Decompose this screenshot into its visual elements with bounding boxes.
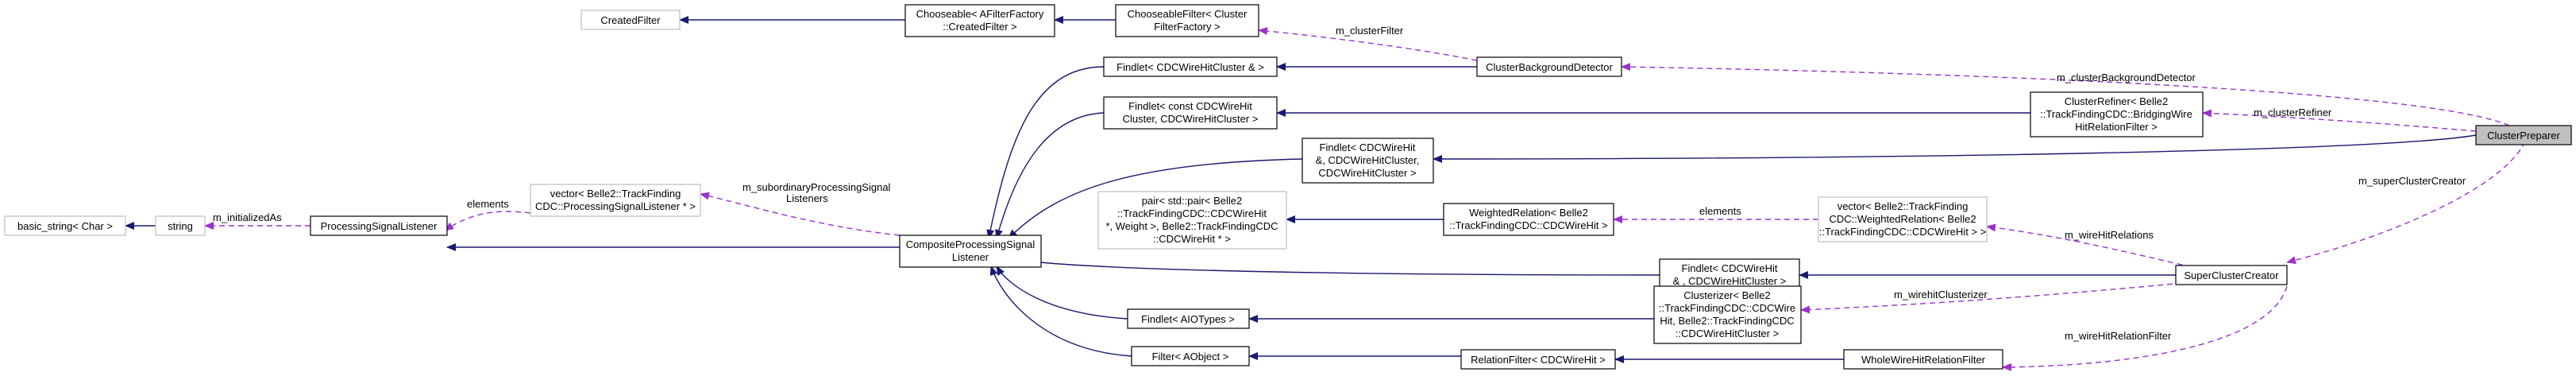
node-findlet-wirehitcluster[interactable]: Findlet< CDCWireHitCluster & > <box>1103 56 1278 77</box>
node-clusterrefiner[interactable]: ClusterRefiner< Belle2 ::TrackFindingCDC… <box>2030 91 2204 138</box>
svg-text:pair< std::pair< Belle2: pair< std::pair< Belle2 <box>1142 195 1242 207</box>
svg-text:CreatedFilter: CreatedFilter <box>600 14 661 26</box>
node-findlet-const-wirehit[interactable]: Findlet< const CDCWireHit Cluster, CDCWi… <box>1103 96 1278 130</box>
svg-text:*, Weight >, Belle2::TrackFind: *, Weight >, Belle2::TrackFindingCDC <box>1105 220 1278 232</box>
svg-text:string: string <box>168 220 193 232</box>
svg-text:CompositeProcessingSignal: CompositeProcessingSignal <box>906 238 1035 250</box>
label-m-clusterfilter: m_clusterFilter <box>1336 25 1404 37</box>
svg-text:::TrackFindingCDC::CDCWireHit: ::TrackFindingCDC::CDCWireHit > > <box>1819 226 1986 238</box>
node-compositeprocessingsignallistener[interactable]: CompositeProcessingSignal Listener <box>899 235 1042 268</box>
node-pair-weight[interactable]: pair< std::pair< Belle2 ::TrackFindingCD… <box>1097 191 1287 250</box>
svg-text:HitRelationFilter >: HitRelationFilter > <box>2075 121 2158 133</box>
label-elements-psl: elements <box>467 198 509 210</box>
node-basic-string[interactable]: basic_string< Char > <box>4 215 126 236</box>
node-chooseable-afilterfactory[interactable]: Chooseable< AFilterFactory ::CreatedFilt… <box>904 4 1055 37</box>
svg-text:Findlet< AIOTypes >: Findlet< AIOTypes > <box>1141 313 1235 325</box>
edge-filter-to-composite <box>989 266 1132 357</box>
edge-use-refiner <box>2202 109 2477 132</box>
node-weightedrelation[interactable]: WeightedRelation< Belle2 ::TrackFindingC… <box>1443 203 1614 236</box>
svg-text:Cluster, CDCWireHitCluster >: Cluster, CDCWireHitCluster > <box>1123 113 1259 125</box>
svg-text:Chooseable< AFilterFactory: Chooseable< AFilterFactory <box>916 8 1044 20</box>
node-vector-weightedrelation[interactable]: vector< Belle2::TrackFinding CDC::Weight… <box>1818 196 1988 242</box>
svg-text:Findlet< CDCWireHit: Findlet< CDCWireHit <box>1682 262 1778 274</box>
label-m-clusterbackgrounddetector: m_clusterBackgroundDetector <box>2057 72 2196 83</box>
edge-use-wirehitclusterizer <box>1800 281 2192 314</box>
svg-text:ProcessingSignalListener: ProcessingSignalListener <box>321 220 438 232</box>
svg-text:WeightedRelation< Belle2: WeightedRelation< Belle2 <box>1469 207 1588 219</box>
svg-text:Findlet< const CDCWireHit: Findlet< const CDCWireHit <box>1128 100 1252 112</box>
edge-findlet2-to-composite <box>1008 256 1660 276</box>
edge-preparer-to-findlet3 <box>1433 134 2477 163</box>
node-findlet-aiotypes[interactable]: Findlet< AIOTypes > <box>1127 308 1250 329</box>
edge-use-wirehitrelations <box>1986 223 2192 268</box>
svg-text:basic_string< Char >: basic_string< Char > <box>17 220 113 232</box>
node-relationfilter[interactable]: RelationFilter< CDCWireHit > <box>1460 349 1616 370</box>
svg-text:Listener: Listener <box>952 251 989 263</box>
svg-text:::TrackFindingCDC::BridgingWir: ::TrackFindingCDC::BridgingWire <box>2040 108 2192 120</box>
node-createdfilter[interactable]: CreatedFilter <box>580 10 681 30</box>
node-findlet-wirehit-3[interactable]: Findlet< CDCWireHit &, CDCWireHitCluster… <box>1301 138 1434 184</box>
node-vector-processingsignallistener[interactable]: vector< Belle2::TrackFinding CDC::Proces… <box>530 184 701 217</box>
svg-text:vector< Belle2::TrackFinding: vector< Belle2::TrackFinding <box>1838 200 1969 212</box>
edge-use-supercluster <box>2286 141 2526 265</box>
svg-text:Filter< AObject >: Filter< AObject > <box>1152 351 1229 362</box>
node-clusterbackgrounddetector[interactable]: ClusterBackgroundDetector <box>1476 56 1622 77</box>
svg-text:ClusterRefiner< Belle2: ClusterRefiner< Belle2 <box>2065 95 2168 107</box>
label-m-initializedas: m_initializedAs <box>213 211 282 223</box>
edge-use-elements-psl <box>444 211 531 231</box>
edge-use-wirehitrelationfilter <box>2002 285 2288 371</box>
node-chooseablefilter[interactable]: ChooseableFilter< Cluster FilterFactory … <box>1115 4 1259 37</box>
label-m-wirehitrelations: m_wireHitRelations <box>2065 229 2154 241</box>
node-clusterizer[interactable]: Clusterizer< Belle2 ::TrackFindingCDC::C… <box>1653 285 1802 344</box>
svg-text:Clusterizer< Belle2: Clusterizer< Belle2 <box>1683 289 1770 301</box>
svg-text:::TrackFindingCDC::CDCWireHit: ::TrackFindingCDC::CDCWireHit <box>1117 207 1267 219</box>
svg-text:CDC::ProcessingSignalListener: CDC::ProcessingSignalListener * > <box>535 200 696 212</box>
svg-text:CDC::WeightedRelation< Belle2: CDC::WeightedRelation< Belle2 <box>1829 213 1976 225</box>
svg-text:ClusterPreparer: ClusterPreparer <box>2487 130 2560 141</box>
svg-text:WholeWireHitRelationFilter: WholeWireHitRelationFilter <box>1861 354 1986 366</box>
node-clusterpreparer[interactable]: ClusterPreparer <box>2475 125 2572 145</box>
svg-text:Findlet< CDCWireHit: Findlet< CDCWireHit <box>1320 141 1416 153</box>
svg-text:ClusterBackgroundDetector: ClusterBackgroundDetector <box>1486 61 1613 73</box>
node-filter-aobject[interactable]: Filter< AObject > <box>1131 346 1250 366</box>
edge-use-subordinary <box>700 192 900 236</box>
edge-findlet-cluster-to-composite <box>986 66 1105 239</box>
label-m-wirehitrelationfilter: m_wireHitRelationFilter <box>2065 330 2172 342</box>
svg-text:Findlet< CDCWireHitCluster & >: Findlet< CDCWireHitCluster & > <box>1116 61 1264 73</box>
svg-text:Hit, Belle2::TrackFindingCDC: Hit, Belle2::TrackFindingCDC <box>1660 315 1794 327</box>
svg-text:FilterFactory >: FilterFactory > <box>1154 21 1220 33</box>
label-m-subordinary-2: Listeners <box>786 192 828 204</box>
edge-findlet-aiotypes-to-composite <box>996 266 1128 320</box>
svg-text:RelationFilter< CDCWireHit >: RelationFilter< CDCWireHit > <box>1471 354 1606 366</box>
label-elements-weighted: elements <box>1699 205 1741 217</box>
node-superclustercreator[interactable]: SuperClusterCreator <box>2175 265 2288 285</box>
svg-text:ChooseableFilter< Cluster: ChooseableFilter< Cluster <box>1128 8 1248 20</box>
svg-text:&, CDCWireHitCluster,: &, CDCWireHitCluster, <box>1316 154 1420 166</box>
svg-text:vector< Belle2::TrackFinding: vector< Belle2::TrackFinding <box>550 188 681 200</box>
svg-text:::TrackFindingCDC::CDCWire: ::TrackFindingCDC::CDCWire <box>1659 302 1795 314</box>
svg-text:::CreatedFilter >: ::CreatedFilter > <box>943 21 1017 33</box>
svg-text:::CDCWireHit * >: ::CDCWireHit * > <box>1153 233 1231 245</box>
label-m-subordinary-1: m_subordinaryProcessingSignal <box>742 181 891 193</box>
svg-text:::CDCWireHitCluster >: ::CDCWireHitCluster > <box>1676 328 1779 339</box>
svg-text:CDCWireHitCluster >: CDCWireHitCluster > <box>1318 167 1416 179</box>
node-processingsignallistener[interactable]: ProcessingSignalListener <box>310 215 448 236</box>
edge-findlet-const-to-composite <box>995 112 1105 239</box>
label-m-superclustercreator: m_superClusterCreator <box>2358 175 2466 187</box>
svg-text:::TrackFindingCDC::CDCWireHit: ::TrackFindingCDC::CDCWireHit > <box>1449 219 1607 231</box>
label-m-clusterrefiner: m_clusterRefiner <box>2254 107 2332 118</box>
edge-findlet3-to-composite <box>1008 158 1303 239</box>
edge-use-background-detector <box>1621 63 2510 126</box>
node-wholewirehitrelationfilter[interactable]: WholeWireHitRelationFilter <box>1843 349 2003 370</box>
node-string[interactable]: string <box>155 215 206 236</box>
label-m-wirehitclusterizer: m_wirehitClusterizer <box>1894 289 1988 300</box>
node-findlet-wirehit-cluster2[interactable]: Findlet< CDCWireHit & , CDCWireHitCluste… <box>1659 258 1800 292</box>
svg-text:SuperClusterCreator: SuperClusterCreator <box>2184 269 2279 281</box>
edge-use-clusterfilter <box>1258 27 1478 61</box>
svg-text:& , CDCWireHitCluster >: & , CDCWireHitCluster > <box>1673 275 1787 287</box>
